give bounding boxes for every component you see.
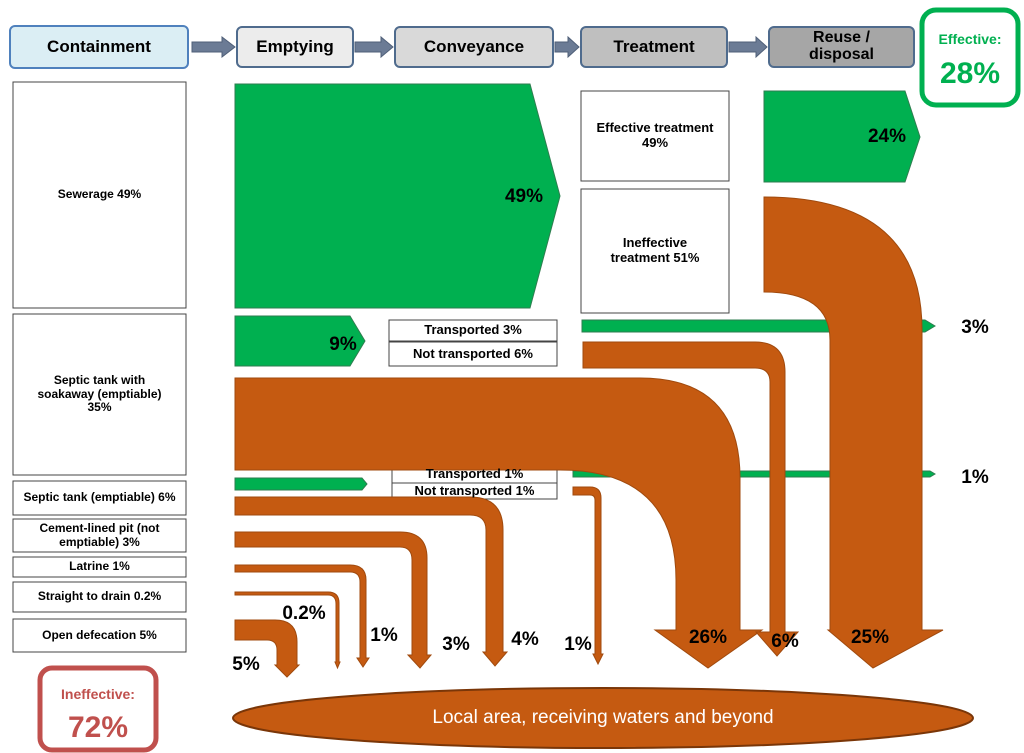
destination-label: Local area, receiving waters and beyond — [432, 707, 774, 729]
stage-box — [9, 25, 189, 69]
conveyance-label: Not transported 6% — [413, 345, 533, 361]
stage-label: Containment — [47, 37, 151, 57]
flow-label: 4% — [511, 629, 539, 651]
stage-box — [580, 26, 728, 68]
stage-label: Reuse / disposal — [809, 29, 874, 63]
stage-box — [236, 26, 354, 68]
effective-label: Effective: — [938, 30, 1002, 47]
destination-ellipse — [232, 687, 974, 749]
flow-label: 3% — [961, 317, 989, 339]
flow-label: 5% — [232, 654, 260, 676]
stage-label: Treatment — [613, 37, 695, 57]
flow-label: 0.2% — [282, 603, 326, 625]
flow-label: 1% — [961, 467, 989, 489]
treatment-label: Effective treatment 49% — [596, 120, 714, 150]
flow-label: 49% — [504, 186, 544, 208]
containment-boxes — [12, 81, 187, 653]
treatment-box — [580, 188, 730, 314]
orange-flows — [234, 196, 944, 678]
flow-label: 26% — [688, 627, 728, 649]
containment-label: Septic tank with soakaway (emptiable) 35… — [37, 372, 162, 415]
containment-label: Open defecation 5% — [42, 627, 157, 642]
conveyance-label: Not transported 1% — [414, 482, 535, 498]
treatment-box — [580, 90, 730, 182]
containment-label: Straight to drain 0.2% — [37, 589, 162, 604]
flow-label: 6% — [771, 631, 799, 653]
flow-label: 1% — [370, 625, 398, 647]
stage-label: Conveyance — [423, 37, 525, 57]
containment-label: Cement-lined pit (not emptiable) 3% — [39, 520, 160, 549]
stage-box — [394, 26, 554, 68]
ineffective-label: Ineffective: — [61, 685, 135, 702]
ineffective-value: 72% — [67, 710, 129, 744]
flow-label: 1% — [564, 634, 592, 656]
stage-box — [768, 26, 915, 68]
ineffective-box — [37, 665, 159, 753]
flow-label: 3% — [442, 634, 470, 656]
containment-label: Latrine 1% — [69, 559, 130, 574]
stage-arrows — [191, 35, 768, 59]
conveyance-label: Transported 3% — [424, 322, 522, 338]
treatment-label: Ineffective treatment 51% — [610, 235, 700, 265]
effective-box — [919, 7, 1021, 108]
flow-label: 24% — [867, 126, 907, 148]
conveyance-label: Transported 1% — [425, 466, 524, 482]
effective-value: 28% — [939, 56, 1001, 90]
containment-label: Sewerage 49% — [57, 187, 142, 202]
containment-label: Septic tank (emptiable) 6% — [23, 490, 176, 505]
flow-label: 9% — [329, 334, 357, 356]
stage-label: Emptying — [256, 37, 334, 57]
flow-label: 25% — [850, 627, 890, 649]
